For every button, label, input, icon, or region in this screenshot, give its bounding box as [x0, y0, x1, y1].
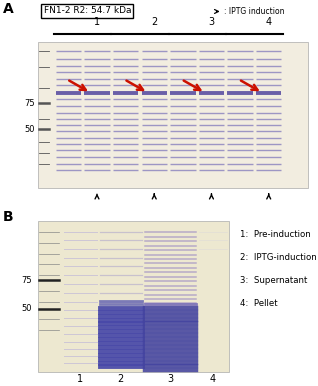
Text: 2: 2 [151, 17, 157, 27]
Text: 50: 50 [24, 125, 35, 134]
Text: 50: 50 [21, 304, 32, 313]
Text: 4: 4 [266, 17, 272, 27]
Text: 1: 1 [94, 17, 100, 27]
Text: 4: 4 [210, 374, 216, 384]
Text: 3:  Supernatant: 3: Supernatant [240, 276, 308, 285]
Text: : IPTG induction: : IPTG induction [224, 7, 285, 16]
Text: A: A [3, 2, 14, 16]
Text: 1:  Pre-induction: 1: Pre-induction [240, 230, 311, 239]
Text: 75: 75 [24, 99, 35, 108]
Text: 2:  IPTG-induction: 2: IPTG-induction [240, 253, 317, 262]
Text: FN1-2 R2: 54.7 kDa: FN1-2 R2: 54.7 kDa [44, 6, 131, 15]
Text: 2: 2 [118, 374, 124, 384]
Text: 3: 3 [208, 17, 215, 27]
Text: 1: 1 [77, 374, 83, 384]
Text: 75: 75 [21, 276, 32, 285]
Bar [38, 42, 308, 188]
Text: 4:  Pellet: 4: Pellet [240, 299, 278, 308]
Bar [38, 221, 229, 372]
Text: B: B [3, 210, 14, 224]
Text: 3: 3 [167, 374, 173, 384]
